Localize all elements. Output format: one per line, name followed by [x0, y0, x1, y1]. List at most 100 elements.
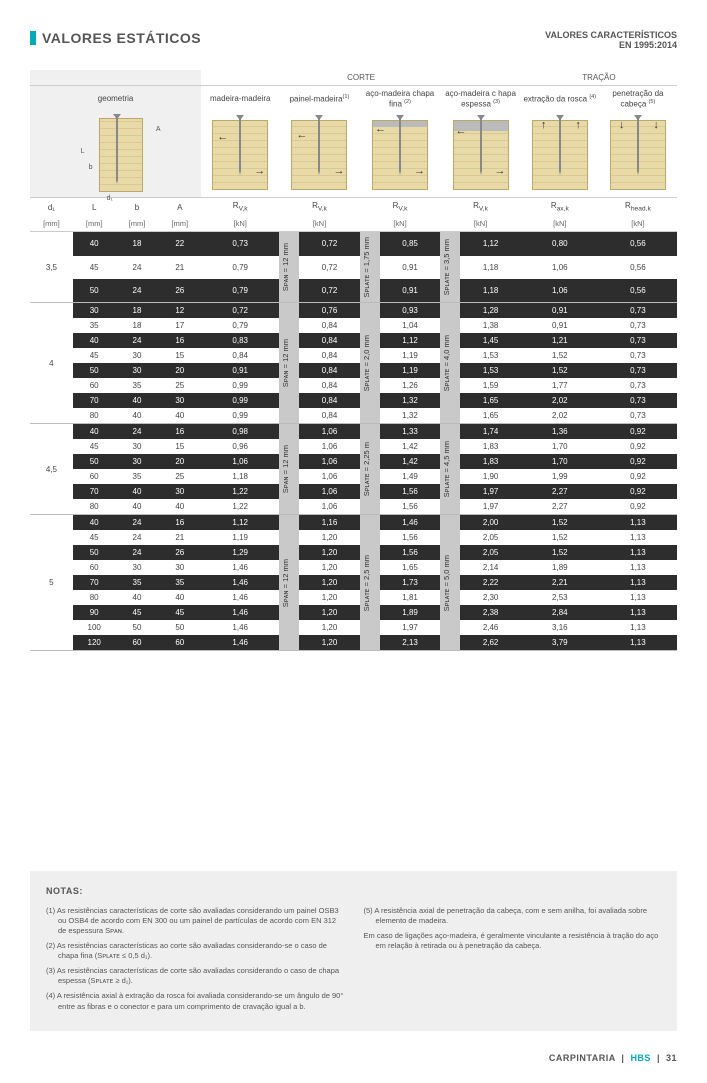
subtitle-line1: VALORES CARACTERÍSTICOS — [545, 30, 677, 40]
table-row: 12060601,461,202,132,623,791,13 — [30, 635, 677, 651]
cell-pen: 1,13 — [599, 620, 677, 635]
cell-ext: 1,77 — [521, 378, 599, 393]
cell-mm: 0,96 — [201, 439, 279, 454]
cell-L: 45 — [73, 256, 116, 279]
cell-mm: 0,83 — [201, 333, 279, 348]
table-row: 3518170,790,841,041,380,910,73 — [30, 318, 677, 333]
cell-pm: 1,16 — [299, 515, 359, 531]
cell-pm: 0,84 — [299, 333, 359, 348]
cell-pen: 1,13 — [599, 605, 677, 620]
cell-mm: 1,29 — [201, 545, 279, 560]
cell-ext: 1,06 — [521, 279, 599, 303]
cell-acf: 1,73 — [380, 575, 440, 590]
cell-acf: 1,89 — [380, 605, 440, 620]
cell-ext: 3,79 — [521, 635, 599, 651]
cell-acf: 1,33 — [380, 424, 440, 440]
cell-pen: 1,13 — [599, 560, 677, 575]
cell-mm: 0,99 — [201, 393, 279, 408]
cell-b: 30 — [116, 348, 159, 363]
cell-ace: 2,38 — [460, 605, 520, 620]
cell-A: 16 — [158, 333, 201, 348]
cell-ext: 2,27 — [521, 484, 599, 499]
cell-pm: 0,84 — [299, 318, 359, 333]
diagram-row: L b A d₁ ← → ← → ← → — [30, 112, 677, 198]
cell-b: 18 — [116, 303, 159, 319]
cell-d1: 3,5 — [30, 231, 73, 303]
cell-ace: 1,18 — [460, 279, 520, 303]
cell-A: 40 — [158, 408, 201, 424]
cell-ext: 1,06 — [521, 256, 599, 279]
values-table: CORTE TRAÇÃO geometria madeira-madeira p… — [30, 70, 677, 651]
cell-L: 80 — [73, 590, 116, 605]
cell-ext: 2,84 — [521, 605, 599, 620]
cell-pm: 1,20 — [299, 545, 359, 560]
cell-b: 40 — [116, 393, 159, 408]
cell-A: 30 — [158, 484, 201, 499]
note-item: (5) A resistência axial de penetração da… — [364, 906, 662, 926]
cell-acf: 1,65 — [380, 560, 440, 575]
cell-L: 35 — [73, 318, 116, 333]
table-row: 5024260,790,720,911,181,060,56 — [30, 279, 677, 303]
cell-pm: 1,20 — [299, 605, 359, 620]
span-plate-espessa-label: Sᴘʟᴀᴛᴇ = 3,5 mm — [440, 231, 460, 303]
table-row: 6035251,181,061,491,901,990,92 — [30, 469, 677, 484]
cell-pm: 1,20 — [299, 590, 359, 605]
cell-ace: 2,05 — [460, 530, 520, 545]
cell-pm: 1,20 — [299, 530, 359, 545]
cell-ext: 1,52 — [521, 545, 599, 560]
cell-b: 24 — [116, 515, 159, 531]
cell-L: 60 — [73, 378, 116, 393]
cell-A: 21 — [158, 530, 201, 545]
cell-ace: 1,45 — [460, 333, 520, 348]
span-plate-fina-label: Sᴘʟᴀᴛᴇ = 2,5 mm — [360, 515, 380, 651]
tracao-header: TRAÇÃO — [521, 70, 677, 86]
cell-b: 40 — [116, 408, 159, 424]
table-row: 4024160,830,841,121,451,210,73 — [30, 333, 677, 348]
cell-mm: 0,91 — [201, 363, 279, 378]
table-row: 6030301,461,201,652,141,891,13 — [30, 560, 677, 575]
cell-b: 30 — [116, 363, 159, 378]
cell-b: 24 — [116, 256, 159, 279]
cell-A: 15 — [158, 439, 201, 454]
page-title: VALORES ESTÁTICOS — [42, 30, 201, 46]
cell-L: 90 — [73, 605, 116, 620]
cell-A: 40 — [158, 590, 201, 605]
corte-header: CORTE — [201, 70, 521, 86]
cell-b: 50 — [116, 620, 159, 635]
cell-A: 26 — [158, 279, 201, 303]
cell-pen: 0,73 — [599, 318, 677, 333]
cell-A: 25 — [158, 469, 201, 484]
diagram-pm: ← → — [291, 120, 347, 190]
sym-rhead: Rhead,k — [599, 198, 677, 216]
cell-pen: 0,92 — [599, 499, 677, 515]
table-row: 5024261,291,201,562,051,521,13 — [30, 545, 677, 560]
cell-b: 45 — [116, 605, 159, 620]
note-item: (2) As resistências características ao c… — [46, 941, 344, 961]
cell-b: 35 — [116, 469, 159, 484]
cell-ext: 0,91 — [521, 303, 599, 319]
cell-pen: 0,92 — [599, 439, 677, 454]
cell-mm: 1,46 — [201, 590, 279, 605]
table-row: 3,54018220,73Sᴘᴀɴ = 12 mm0,72Sᴘʟᴀᴛᴇ = 1,… — [30, 231, 677, 255]
cell-L: 70 — [73, 393, 116, 408]
col-geometria: geometria — [30, 86, 201, 112]
cell-L: 70 — [73, 575, 116, 590]
cell-pm: 1,06 — [299, 469, 359, 484]
cell-L: 80 — [73, 499, 116, 515]
cell-A: 21 — [158, 256, 201, 279]
diagram-acf: ← → — [372, 120, 428, 190]
cell-b: 18 — [116, 318, 159, 333]
cell-pen: 0,56 — [599, 279, 677, 303]
cell-A: 60 — [158, 635, 201, 651]
cell-ace: 1,28 — [460, 303, 520, 319]
cell-L: 45 — [73, 530, 116, 545]
cell-pen: 0,56 — [599, 256, 677, 279]
cell-ext: 1,99 — [521, 469, 599, 484]
cell-ace: 1,53 — [460, 363, 520, 378]
table-row: 5030201,061,061,421,831,700,92 — [30, 454, 677, 469]
cell-acf: 1,42 — [380, 439, 440, 454]
cell-A: 35 — [158, 575, 201, 590]
cell-pen: 1,13 — [599, 590, 677, 605]
cell-L: 40 — [73, 333, 116, 348]
cell-mm: 0,73 — [201, 231, 279, 255]
